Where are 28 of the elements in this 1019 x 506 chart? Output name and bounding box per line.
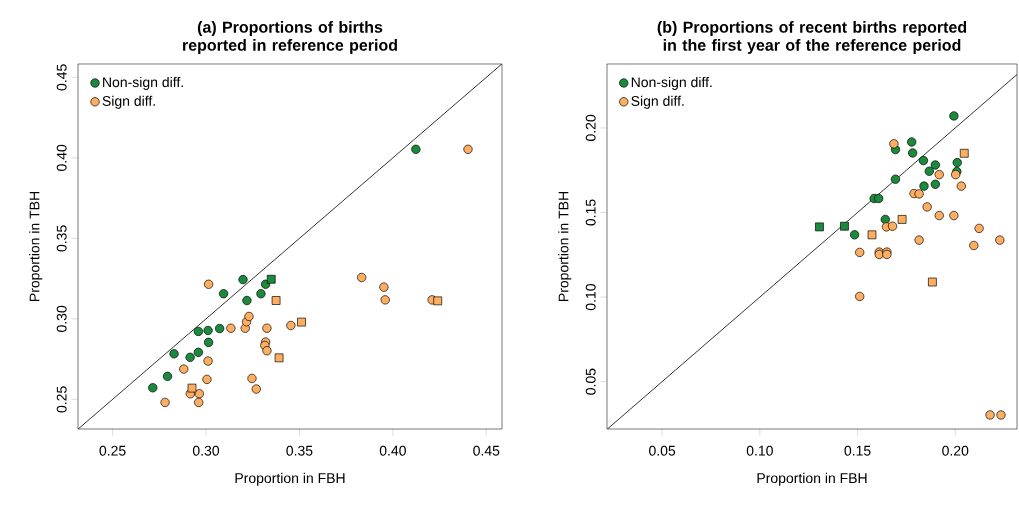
x-tick-label: 0.25 [99, 445, 126, 456]
chart-title: (b) Proportions of recent births reported in the first year of the reference period [657, 21, 967, 54]
x-tick-label: 0.05 [649, 445, 676, 456]
y-tick-label: 0.15 [585, 199, 596, 226]
legend-label: Non-sign diff. [631, 76, 712, 90]
x-tick-label: 0.10 [746, 445, 773, 456]
y-axis-title: Proportion in TBH [558, 192, 572, 301]
y-tick-label: 0.40 [56, 144, 67, 171]
x-tick-label: 0.35 [286, 445, 313, 456]
chart-title: (a) Proportions of births reported in reference period [183, 21, 397, 54]
y-tick-label: 0.35 [56, 225, 67, 252]
legend-label: Sign diff. [631, 95, 684, 109]
y-tick-label: 0.20 [585, 114, 596, 142]
y-tick-label: 0.25 [56, 386, 67, 413]
x-tick-label: 0.15 [844, 445, 871, 456]
y-tick-label: 0.10 [585, 284, 596, 311]
x-tick-label: 0.40 [379, 445, 406, 456]
legend-label: Sign diff. [102, 95, 155, 109]
y-axis-title: Proportion in TBH [29, 192, 43, 301]
y-tick-label: 0.45 [56, 64, 67, 91]
x-axis-title: Proportion in FBH [757, 472, 867, 486]
x-axis-title: Proportion in FBH [235, 472, 345, 486]
legend-label: Non-sign diff. [103, 76, 183, 90]
x-tick-label: 0.45 [473, 445, 500, 456]
y-tick-label: 0.30 [56, 305, 67, 332]
y-tick-label: 0.05 [585, 368, 596, 395]
x-tick-label: 0.30 [192, 445, 220, 456]
x-tick-label: 0.20 [942, 445, 969, 456]
